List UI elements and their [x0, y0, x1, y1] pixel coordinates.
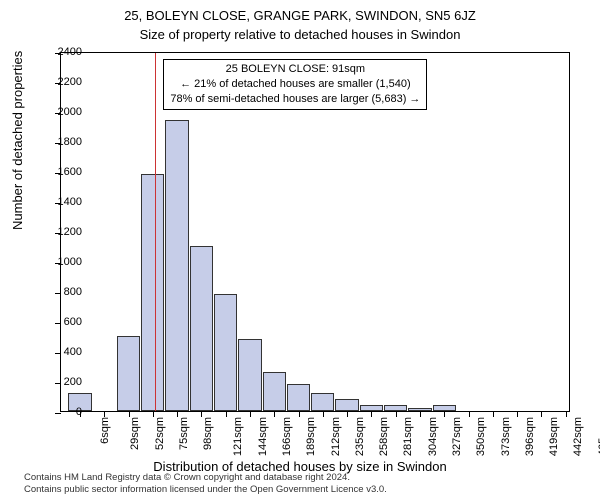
y-tick-label: 600: [64, 316, 82, 328]
histogram-bar: [287, 384, 310, 411]
x-tick-label: 121sqm: [232, 417, 244, 456]
x-tick: [347, 411, 348, 417]
y-tick-label: 800: [64, 286, 82, 298]
x-tick: [566, 411, 567, 417]
chart-area: 6sqm29sqm52sqm75sqm98sqm121sqm144sqm166s…: [60, 52, 570, 412]
histogram-bar: [238, 339, 261, 411]
x-tick: [177, 411, 178, 417]
x-tick: [469, 411, 470, 417]
y-tick: [55, 323, 61, 324]
y-tick-label: 200: [64, 376, 82, 388]
x-tick: [129, 411, 130, 417]
x-tick-label: 327sqm: [451, 417, 463, 456]
y-tick-label: 2000: [58, 106, 82, 118]
x-tick-label: 281sqm: [402, 417, 414, 456]
histogram-bar: [335, 399, 358, 411]
x-tick: [444, 411, 445, 417]
histogram-bar: [214, 294, 237, 411]
x-tick-label: 212sqm: [330, 417, 342, 456]
y-tick: [55, 413, 61, 414]
y-tick: [55, 383, 61, 384]
x-tick-label: 144sqm: [257, 417, 269, 456]
x-tick-label: 52sqm: [154, 417, 166, 450]
x-tick: [226, 411, 227, 417]
x-tick: [201, 411, 202, 417]
y-tick-label: 400: [64, 346, 82, 358]
histogram-bar: [141, 174, 164, 411]
x-tick: [274, 411, 275, 417]
x-tick: [541, 411, 542, 417]
x-tick-label: 350sqm: [475, 417, 487, 456]
footer-line: Contains HM Land Registry data © Crown c…: [24, 472, 387, 484]
y-tick-label: 0: [76, 406, 82, 418]
histogram-bar: [190, 246, 213, 411]
histogram-bar: [311, 393, 334, 411]
x-tick: [299, 411, 300, 417]
x-tick-label: 373sqm: [500, 417, 512, 456]
x-tick-label: 235sqm: [354, 417, 366, 456]
x-tick-label: 29sqm: [129, 417, 141, 450]
y-tick-label: 1800: [58, 136, 82, 148]
y-tick-label: 2200: [58, 76, 82, 88]
x-tick-label: 166sqm: [281, 417, 293, 456]
x-tick-label: 75sqm: [178, 417, 190, 450]
x-tick: [517, 411, 518, 417]
x-tick-label: 442sqm: [572, 417, 584, 456]
y-tick: [55, 293, 61, 294]
x-tick: [396, 411, 397, 417]
x-tick: [153, 411, 154, 417]
y-tick-label: 1200: [58, 226, 82, 238]
x-tick-label: 419sqm: [548, 417, 560, 456]
marker-line: [155, 53, 156, 411]
y-tick-label: 1000: [58, 256, 82, 268]
annotation-box: 25 BOLEYN CLOSE: 91sqm← 21% of detached …: [163, 59, 427, 110]
histogram-bar: [165, 120, 188, 411]
x-tick-label: 98sqm: [202, 417, 214, 450]
x-tick-label: 6sqm: [99, 417, 111, 444]
x-tick: [250, 411, 251, 417]
x-tick-label: 258sqm: [378, 417, 390, 456]
y-axis-label: Number of detached properties: [10, 51, 25, 230]
histogram-bar: [117, 336, 140, 411]
histogram-bar: [263, 372, 286, 411]
page-subtitle: Size of property relative to detached ho…: [0, 23, 600, 42]
footer-line: Contains public sector information licen…: [24, 484, 387, 496]
x-tick: [420, 411, 421, 417]
annotation-line: 78% of semi-detached houses are larger (…: [170, 92, 420, 107]
x-tick: [371, 411, 372, 417]
x-tick-label: 396sqm: [524, 417, 536, 456]
x-tick: [104, 411, 105, 417]
annotation-line: 25 BOLEYN CLOSE: 91sqm: [170, 62, 420, 77]
x-tick: [323, 411, 324, 417]
x-tick-label: 304sqm: [427, 417, 439, 456]
x-tick-label: 189sqm: [305, 417, 317, 456]
page-title: 25, BOLEYN CLOSE, GRANGE PARK, SWINDON, …: [0, 0, 600, 23]
y-tick-label: 1400: [58, 196, 82, 208]
plot-area: 6sqm29sqm52sqm75sqm98sqm121sqm144sqm166s…: [61, 53, 569, 411]
annotation-line: ← 21% of detached houses are smaller (1,…: [170, 77, 420, 92]
x-tick: [493, 411, 494, 417]
footer-attribution: Contains HM Land Registry data © Crown c…: [24, 472, 387, 496]
y-tick-label: 1600: [58, 166, 82, 178]
y-tick-label: 2400: [58, 46, 82, 58]
y-tick: [55, 353, 61, 354]
